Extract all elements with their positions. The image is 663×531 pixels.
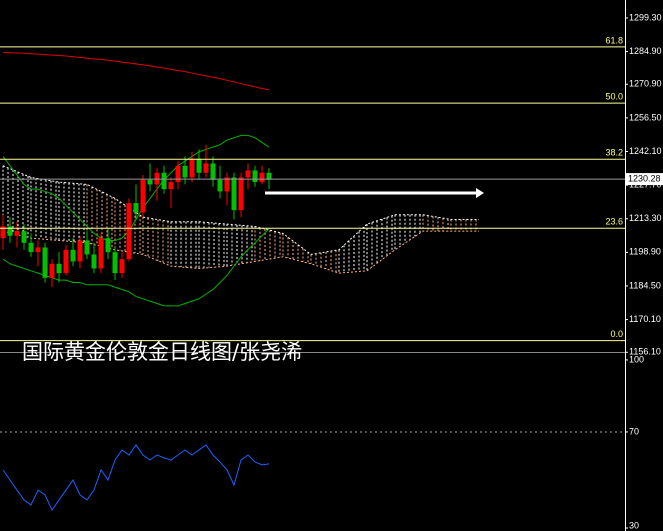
chart-title: 国际黄金伦敦金日线图/张尧浠 xyxy=(22,340,302,364)
candle-body xyxy=(161,172,167,190)
candle-body xyxy=(259,172,265,183)
arrow-head xyxy=(476,188,484,198)
candle-body xyxy=(231,177,237,211)
candle-body xyxy=(21,231,27,243)
candle-body xyxy=(28,242,34,253)
candle-body xyxy=(210,163,216,180)
y-tick-label: 1198.90 xyxy=(629,247,661,257)
fib-label: 50.0 xyxy=(605,92,623,102)
candle-body xyxy=(203,163,209,173)
fib-label: 38.2 xyxy=(605,148,623,158)
cloud-edge xyxy=(2,165,479,255)
candle-body xyxy=(35,247,41,253)
candle-body xyxy=(84,240,90,255)
candle-body xyxy=(77,240,83,262)
main-panel xyxy=(0,52,479,307)
candle-body xyxy=(154,172,160,185)
fib-label: 23.6 xyxy=(605,217,623,227)
candle-body xyxy=(91,254,97,269)
candle-body xyxy=(14,231,20,236)
y-tick-label: 1213.30 xyxy=(629,213,662,223)
candle-body xyxy=(182,165,188,178)
y-tick-label: 1270.90 xyxy=(629,79,662,89)
candle-body xyxy=(266,172,272,180)
osc-tick-label: 30 xyxy=(629,520,639,530)
osc-tick-label: 70 xyxy=(629,426,639,436)
candle-body xyxy=(196,158,202,173)
candle-body xyxy=(217,179,223,192)
candle-body xyxy=(147,179,153,185)
current-price-box xyxy=(626,173,663,186)
candle-body xyxy=(252,170,258,183)
candle-body xyxy=(168,182,174,190)
y-tick-label: 1284.90 xyxy=(629,46,662,56)
candle-body xyxy=(42,247,48,278)
fib-label: 0.0 xyxy=(610,329,623,339)
osc-line xyxy=(2,444,270,511)
current-price-label: 1230.28 xyxy=(628,173,661,183)
candle-body xyxy=(7,226,13,236)
candle-body xyxy=(224,177,230,192)
candle-body xyxy=(49,263,55,278)
candle-body xyxy=(126,203,132,260)
candle-body xyxy=(140,179,146,213)
y-tick-label: 1242.10 xyxy=(629,146,662,156)
candle-body xyxy=(238,177,244,211)
candle-body xyxy=(189,158,195,178)
osc-tick-label: 100 xyxy=(629,354,644,364)
candle-body xyxy=(98,238,104,269)
y-tick-label: 1184.50 xyxy=(629,280,661,290)
fib-label: 61.8 xyxy=(605,35,623,45)
y-tick-label: 1256.50 xyxy=(629,112,662,122)
candle-body xyxy=(56,263,62,274)
y-tick-label: 1170.10 xyxy=(629,314,661,324)
candle-body xyxy=(112,252,118,274)
candle-body xyxy=(133,203,139,213)
candle-body xyxy=(0,226,6,239)
candle-body xyxy=(63,249,69,274)
y-tick-label: 1156.10 xyxy=(629,347,661,357)
candle-body xyxy=(105,238,111,253)
indicator-line xyxy=(2,52,270,91)
y-tick-label: 1299.30 xyxy=(629,12,662,22)
candle-body xyxy=(119,259,125,274)
candle-body xyxy=(70,249,76,262)
candle-body xyxy=(175,165,181,183)
candle-body xyxy=(245,170,251,178)
